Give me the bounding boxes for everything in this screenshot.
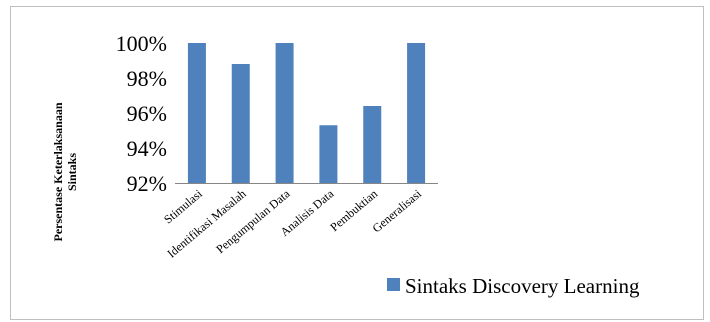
bar-analisis-data [319,125,338,183]
x-tick-label: Generalisasi [370,186,425,235]
y-axis-title-line-2: Sintaks [65,153,79,191]
y-tick-label: 98% [127,66,167,91]
bar-stimulasi [187,43,206,183]
legend: Sintaks Discovery Learning [387,274,640,298]
bar-generalisasi [407,43,426,183]
bar-pengumpulan-data [275,43,294,183]
x-tick-label: Pengumpulan Data [213,186,293,256]
x-tick-label: Identifikasi Masalah [164,187,248,261]
y-tick-label: 94% [127,136,167,161]
y-axis: 92% 94% 96% 98% 100% [116,31,167,196]
bar-pembuktian [363,106,382,183]
chart-frame [10,6,704,320]
y-tick-label: 100% [116,31,167,56]
bar-identifikasi-masalah [231,64,250,183]
y-tick-label: 96% [127,101,167,126]
legend-label: Sintaks Discovery Learning [405,274,640,298]
legend-swatch [387,278,400,291]
y-axis-title: Persentase Keterlaksanaan Sintaks [51,102,79,241]
y-tick-label: 92% [127,171,167,196]
bars [187,43,426,183]
y-axis-title-line-1: Persentase Keterlaksanaan [51,102,65,241]
